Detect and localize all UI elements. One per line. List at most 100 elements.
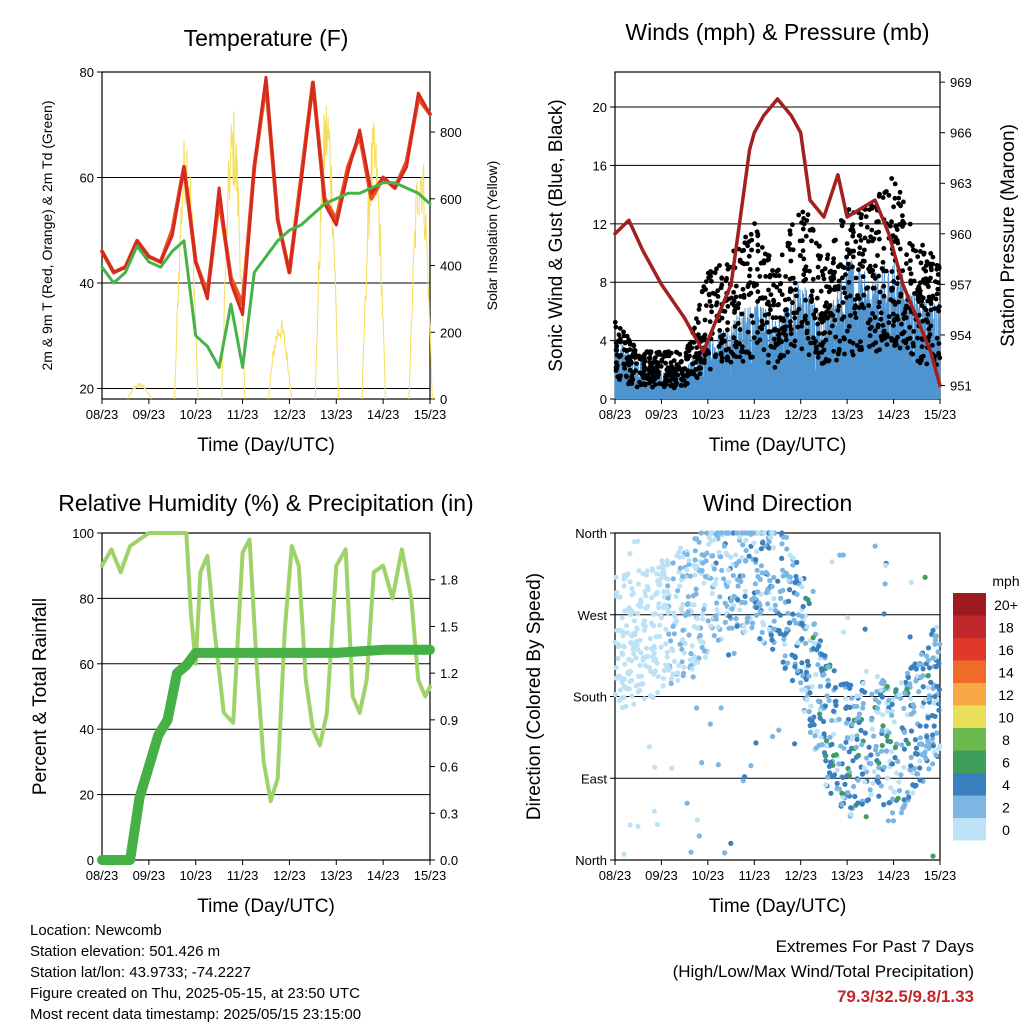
- gust-point: [832, 287, 837, 292]
- direction-point: [936, 660, 942, 666]
- direction-point: [775, 578, 781, 584]
- direction-point: [672, 658, 678, 664]
- gust-point: [905, 345, 910, 351]
- direction-point: [654, 660, 660, 666]
- gust-point: [840, 300, 846, 305]
- gust-point: [889, 269, 895, 274]
- solar-line: [221, 111, 246, 400]
- gust-point: [835, 286, 841, 292]
- direction-point: [790, 562, 796, 568]
- direction-point: [704, 550, 710, 556]
- gust-point: [877, 191, 882, 197]
- legend-label: 2: [1002, 800, 1010, 816]
- direction-point: [884, 733, 890, 739]
- gust-point: [657, 352, 663, 357]
- direction-point: [890, 696, 896, 703]
- gust-point: [845, 247, 850, 253]
- extremes-subtitle: (High/Low/Max Wind/Total Precipitation): [672, 962, 974, 981]
- direction-point: [828, 759, 834, 765]
- direction-point: [825, 683, 831, 689]
- direction-point: [889, 748, 895, 755]
- gust-point: [915, 254, 921, 260]
- direction-point: [869, 717, 875, 723]
- direction-point: [717, 594, 723, 600]
- direction-point: [743, 537, 749, 544]
- y-axis-label: Sonic Wind & Gust (Blue, Black): [546, 99, 567, 371]
- direction-point: [709, 553, 715, 559]
- direction-point: [832, 698, 838, 705]
- gust-point: [785, 312, 790, 318]
- gust-point: [849, 223, 855, 229]
- gust-point: [846, 324, 852, 329]
- direction-point: [752, 581, 759, 587]
- y-tick-label: 40: [80, 722, 94, 737]
- gust-point: [737, 327, 743, 332]
- gust-point: [648, 349, 654, 355]
- gust-point: [888, 297, 894, 303]
- direction-point: [885, 708, 891, 715]
- gust-point: [745, 243, 750, 249]
- gust-point: [877, 289, 883, 295]
- gust-point: [731, 289, 736, 295]
- gust-point: [884, 342, 890, 347]
- direction-point: [715, 637, 722, 643]
- direction-point: [658, 612, 664, 619]
- y-axis-label: Direction (Colored By Speed): [524, 573, 545, 820]
- gust-point: [826, 305, 831, 311]
- legend-swatch: [953, 728, 986, 751]
- gust-point: [903, 306, 909, 312]
- direction-point: [920, 703, 926, 710]
- gust-point: [790, 300, 795, 306]
- direction-series: [612, 530, 943, 859]
- direction-point: [884, 684, 890, 690]
- gust-point: [831, 260, 836, 265]
- gust-point: [788, 342, 794, 347]
- direction-point: [704, 530, 710, 536]
- direction-point: [644, 583, 651, 590]
- gust-point: [792, 280, 798, 286]
- direction-point: [931, 723, 937, 729]
- gust-point: [718, 334, 723, 340]
- gust-point: [836, 346, 842, 352]
- direction-point: [753, 557, 759, 563]
- gust-point: [846, 207, 852, 212]
- gust-point: [697, 371, 703, 377]
- gust-point: [824, 309, 829, 315]
- gust-point: [813, 308, 818, 314]
- direction-point: [770, 545, 777, 551]
- gust-point: [702, 336, 707, 342]
- gust-point: [755, 242, 761, 248]
- direction-point: [930, 743, 937, 749]
- gust-point: [842, 265, 847, 271]
- direction-point: [933, 624, 940, 630]
- direction-point: [794, 668, 801, 674]
- direction-point: [740, 778, 746, 784]
- x-tick-label: 15/23: [414, 868, 447, 883]
- gust-point: [712, 270, 718, 276]
- direction-point: [907, 767, 913, 773]
- direction-point: [799, 584, 805, 590]
- temperature-series-1: [100, 75, 432, 317]
- direction-point: [680, 636, 686, 643]
- gust-point: [831, 273, 836, 279]
- direction-point: [641, 618, 648, 624]
- direction-point: [889, 712, 895, 719]
- gust-point: [786, 296, 792, 302]
- direction-point: [816, 742, 822, 748]
- direction-point: [926, 766, 932, 772]
- gust-point: [785, 243, 791, 249]
- gust-point: [806, 352, 812, 358]
- x-tick-label: 15/23: [414, 407, 447, 422]
- gust-point: [867, 344, 872, 349]
- gust-point: [674, 350, 680, 355]
- gust-point: [936, 352, 942, 358]
- direction-point: [640, 657, 646, 663]
- direction-point: [886, 697, 892, 703]
- direction-point: [746, 530, 752, 536]
- y-right-tick-label: 951: [950, 379, 972, 394]
- x-tick-label: 13/23: [320, 407, 353, 422]
- direction-point: [915, 771, 921, 777]
- direction-point: [627, 579, 633, 585]
- direction-point: [864, 769, 870, 775]
- direction-point: [680, 673, 686, 679]
